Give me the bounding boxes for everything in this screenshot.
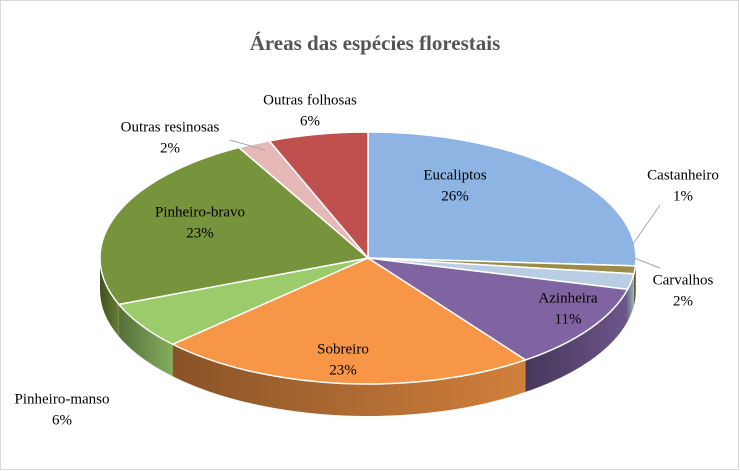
chart-title: Áreas das espécies florestais [250,31,501,55]
slice-side [172,344,526,416]
data-label-value: 11% [555,311,582,327]
data-label-name: Carvalhos [653,272,714,288]
slice-side [633,265,636,306]
data-label-value: 26% [441,188,469,204]
data-label-name: Castanheiro [647,167,719,183]
data-label-value: 23% [329,362,357,378]
data-label-name: Sobreiro [317,341,369,357]
slice-side [525,289,628,392]
data-label-value: 1% [673,188,693,204]
data-label-value: 23% [186,225,214,241]
slice-side [100,258,119,337]
data-label-value: 6% [52,412,72,428]
leader-line [633,257,661,269]
slice [170,257,528,385]
data-label-name: Eucaliptos [423,167,486,183]
slice [267,131,369,261]
leader-line [632,204,661,245]
slice [367,257,629,361]
slice-side [118,304,173,377]
data-label-name: Outras folhosas [263,92,357,108]
slice-side [627,273,634,322]
slice [367,131,637,267]
data-label-name: Outras resinosas [121,119,220,135]
slice [99,146,370,306]
data-label-value: 6% [300,113,320,129]
data-label-value: 2% [160,140,180,156]
data-label-name: Pinheiro-bravo [155,204,245,220]
data-label-name: Azinheira [538,290,597,306]
data-label-value: 2% [673,293,693,309]
leader-line [229,139,266,151]
data-label-name: Pinheiro-manso [15,391,110,407]
